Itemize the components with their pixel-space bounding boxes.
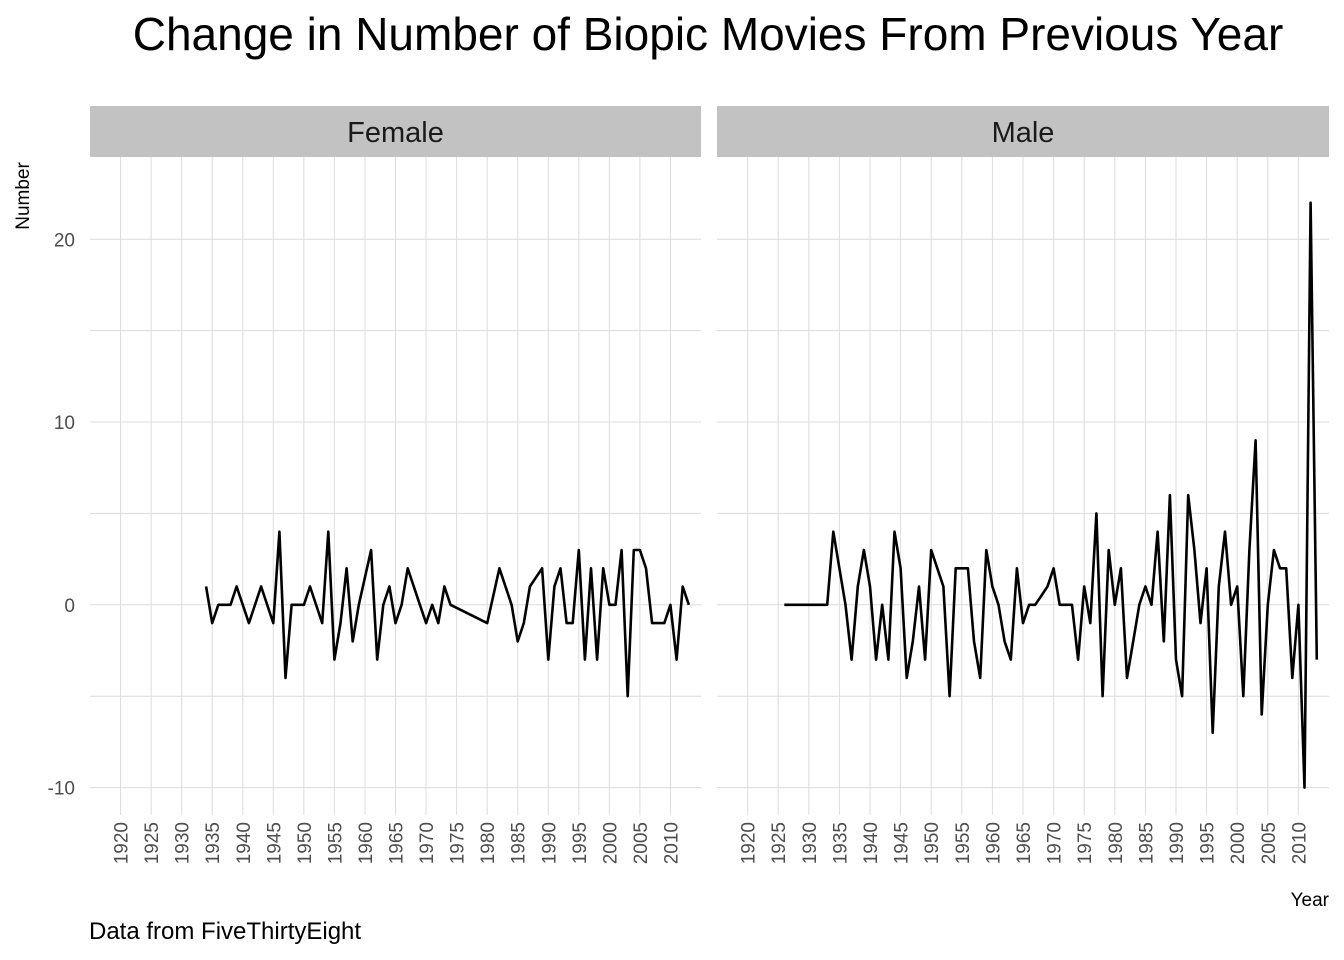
- x-tick-label: 1930: [800, 822, 821, 864]
- y-tick-label: -10: [48, 779, 75, 800]
- panel-male: Male 1920 1925 1930 1935 1940 1945 1950 1955 1960…: [717, 106, 1329, 864]
- x-tick-label: 1980: [478, 822, 499, 864]
- strip-female: [90, 106, 701, 157]
- x-axis-title: Year: [1291, 890, 1330, 911]
- x-tick-label: 1955: [325, 822, 346, 864]
- x-tick-label: 1965: [1014, 822, 1035, 864]
- x-tick-label: 1995: [1198, 822, 1219, 864]
- x-tick-label: 2005: [631, 822, 652, 864]
- y-tick-label: 20: [54, 230, 75, 251]
- x-tick-label: 1990: [1167, 822, 1188, 864]
- x-tick-label: 1945: [892, 822, 913, 864]
- x-tick-label: 1925: [142, 822, 163, 864]
- x-tick-label: 1930: [173, 822, 194, 864]
- series-line-female: [204, 530, 691, 698]
- x-tick-label: 1925: [769, 822, 790, 864]
- x-tick-label: 1985: [1136, 822, 1157, 864]
- strip-male: [717, 106, 1329, 157]
- x-tick-label: 1970: [417, 822, 438, 864]
- x-tick-label: 1935: [203, 822, 224, 864]
- x-tick-label: 1950: [295, 822, 316, 864]
- y-tick-label: 10: [54, 413, 75, 434]
- x-tick-label: 2000: [1228, 822, 1249, 864]
- x-tick-label: 1920: [739, 822, 760, 864]
- x-tick-label: 1960: [983, 822, 1004, 864]
- x-tick-label: 1985: [509, 822, 530, 864]
- y-axis-title: Number: [13, 162, 34, 230]
- x-tick-label: 1975: [1075, 822, 1096, 864]
- x-tick-label: 2010: [661, 822, 682, 864]
- x-tick-label: 1980: [1106, 822, 1127, 864]
- x-tick-label: 2010: [1289, 822, 1310, 864]
- x-tick-label: 2000: [600, 822, 621, 864]
- x-tick-label: 1940: [861, 822, 882, 864]
- series-line-male: [784, 201, 1319, 789]
- x-tick-label: 1990: [539, 822, 560, 864]
- chart-title: Change in Number of Biopic Movies From P…: [133, 8, 1284, 60]
- caption: Data from FiveThirtyEight: [89, 918, 361, 945]
- x-tick-label: 1995: [570, 822, 591, 864]
- strip-label-female: Female: [347, 117, 444, 149]
- x-tick-label: 1935: [830, 822, 851, 864]
- x-tick-label: 1920: [112, 822, 133, 864]
- x-tick-label: 1970: [1045, 822, 1066, 864]
- x-tick-label: 1950: [922, 822, 943, 864]
- x-tick-label: 1965: [387, 822, 408, 864]
- x-tick-label: 1940: [234, 822, 255, 864]
- panels: Female 1920 1925 1930 1935 1940 1945 1950 1955 19…: [48, 106, 1329, 864]
- strip-label-male: Male: [992, 117, 1055, 149]
- panel-female: Female 1920 1925 1930 1935 1940 1945 1950 1955 19…: [90, 106, 701, 864]
- x-tick-label: 1960: [356, 822, 377, 864]
- x-tick-label: 1955: [953, 822, 974, 864]
- x-tick-label: 1945: [264, 822, 285, 864]
- y-tick-label: 0: [64, 596, 75, 617]
- x-tick-label: 1975: [448, 822, 469, 864]
- x-tick-label: 2005: [1259, 822, 1280, 864]
